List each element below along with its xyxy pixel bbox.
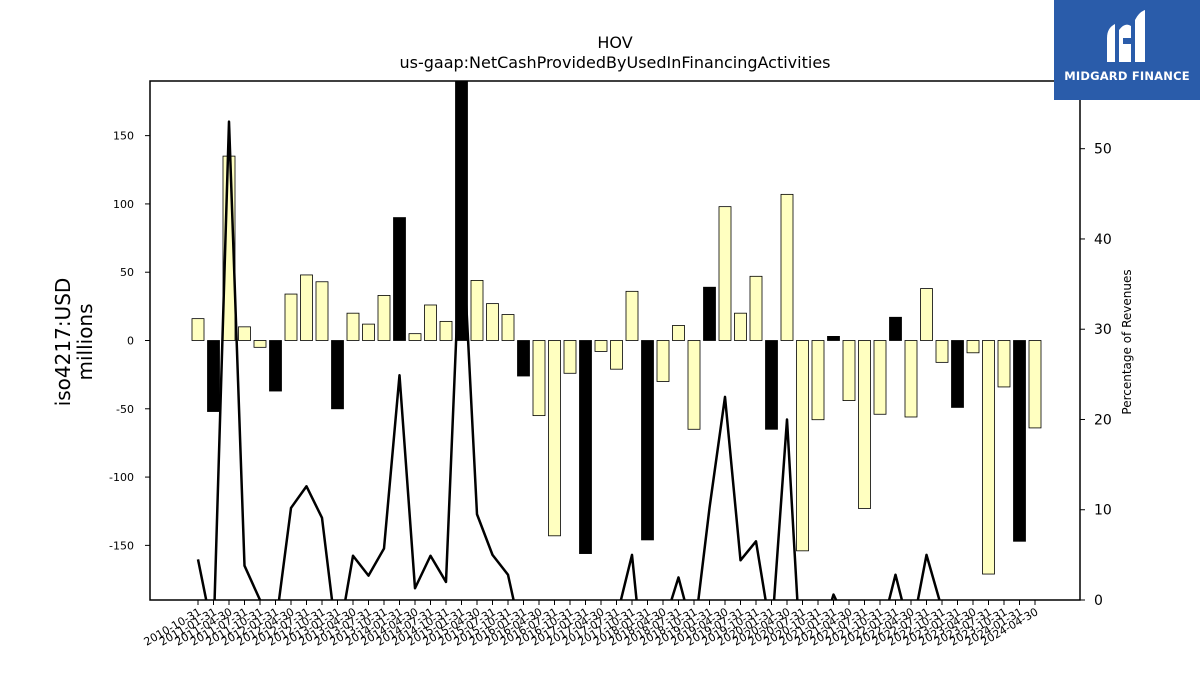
bar-2013-10-31 <box>377 295 391 341</box>
y-tick-label: 0 <box>127 335 134 348</box>
bar-2023-04-30 <box>966 340 980 354</box>
bar-2013-07-31 <box>362 323 375 341</box>
bar-2022-07-31 <box>920 288 933 341</box>
bar-2014-07-31 <box>424 304 437 341</box>
bar-2017-07-31 <box>610 340 623 370</box>
bar-2015-04-30 <box>470 280 484 341</box>
bar-2021-01-31 <box>827 336 840 341</box>
logo-text: MIDGARD FINANCE <box>1064 69 1190 83</box>
bar-2024-04-30 <box>1028 340 1042 429</box>
bar-2020-04-30 <box>780 193 794 341</box>
bar-2017-10-31 <box>625 290 639 341</box>
bar-2013-04-30 <box>346 312 360 341</box>
bar-2022-10-31 <box>935 340 949 363</box>
bar-2017-04-30 <box>594 340 608 352</box>
bar-2020-07-31 <box>796 340 809 552</box>
bar-2018-04-30 <box>656 340 670 382</box>
y2-tick-label: 50 <box>1094 142 1112 158</box>
bar-2014-10-31 <box>439 320 453 341</box>
bar-2023-10-31 <box>997 340 1011 388</box>
midgard-logo-icon <box>1107 10 1145 63</box>
bar-2019-07-31 <box>734 312 747 341</box>
chart-title: HOV <box>597 33 632 52</box>
bar-2021-10-31 <box>873 340 887 415</box>
percentage-line <box>196 120 941 600</box>
y2-axis-label: Percentage of Revenues <box>1120 269 1134 414</box>
y2-tick-label: 20 <box>1094 412 1112 428</box>
chart-subtitle: us-gaap:NetCashProvidedByUsedInFinancing… <box>399 53 830 72</box>
bar-2015-07-31 <box>486 303 499 341</box>
bar-2017-01-31 <box>579 340 592 554</box>
y-tick-label: -50 <box>116 403 134 416</box>
bar-2018-01-31 <box>641 340 654 541</box>
bar-2023-01-31 <box>951 340 964 408</box>
y-tick-label: 50 <box>120 266 134 279</box>
y-tick-label: 150 <box>113 130 134 143</box>
bar-2023-07-31 <box>982 340 995 575</box>
bar-2018-10-31 <box>687 340 701 430</box>
y-tick-label: 100 <box>113 198 134 211</box>
bar-2015-10-31 <box>501 314 515 341</box>
bar-2012-01-31 <box>269 340 282 392</box>
bar-2016-01-31 <box>517 340 530 377</box>
bar-2013-01-31 <box>331 340 344 410</box>
y2-tick-label: 30 <box>1094 322 1112 338</box>
bar-2019-04-30 <box>718 206 732 341</box>
y-tick-label: -100 <box>109 471 134 484</box>
bar-2012-04-30 <box>284 293 298 341</box>
bar-2014-04-30 <box>408 333 422 341</box>
bar-2019-10-31 <box>749 275 763 341</box>
bar-2020-01-31 <box>765 340 778 430</box>
bar-2022-04-30 <box>904 340 918 418</box>
bar-2011-10-31 <box>253 340 267 348</box>
y-axis-label: iso4217:USDmillions <box>51 278 97 407</box>
bar-2021-07-31 <box>858 340 871 509</box>
midgard-finance-logo: MIDGARD FINANCE <box>1054 0 1200 100</box>
y2-tick-label: 40 <box>1094 232 1112 248</box>
bar-2012-07-31 <box>300 274 313 341</box>
y2-tick-label: 10 <box>1094 503 1112 519</box>
bar-2016-07-31 <box>548 340 561 537</box>
bar-2016-10-31 <box>563 340 577 374</box>
y-tick-label: -150 <box>109 539 134 552</box>
y2-tick-label: 0 <box>1094 593 1103 609</box>
bar-2012-10-31 <box>315 281 329 341</box>
bar-2016-04-30 <box>532 340 546 417</box>
bar-2011-07-31 <box>238 326 251 341</box>
bar-2011-01-31 <box>207 340 220 412</box>
bar-2019-01-31 <box>703 286 716 341</box>
bar-2020-10-31 <box>811 340 825 421</box>
bar-2021-04-30 <box>842 340 856 401</box>
bar-2022-01-31 <box>889 316 902 341</box>
bar-2018-07-31 <box>672 325 685 341</box>
bar-2010-10-31 <box>191 318 205 341</box>
bar-2024-01-31 <box>1013 340 1026 542</box>
bar-2014-01-31 <box>393 217 406 341</box>
